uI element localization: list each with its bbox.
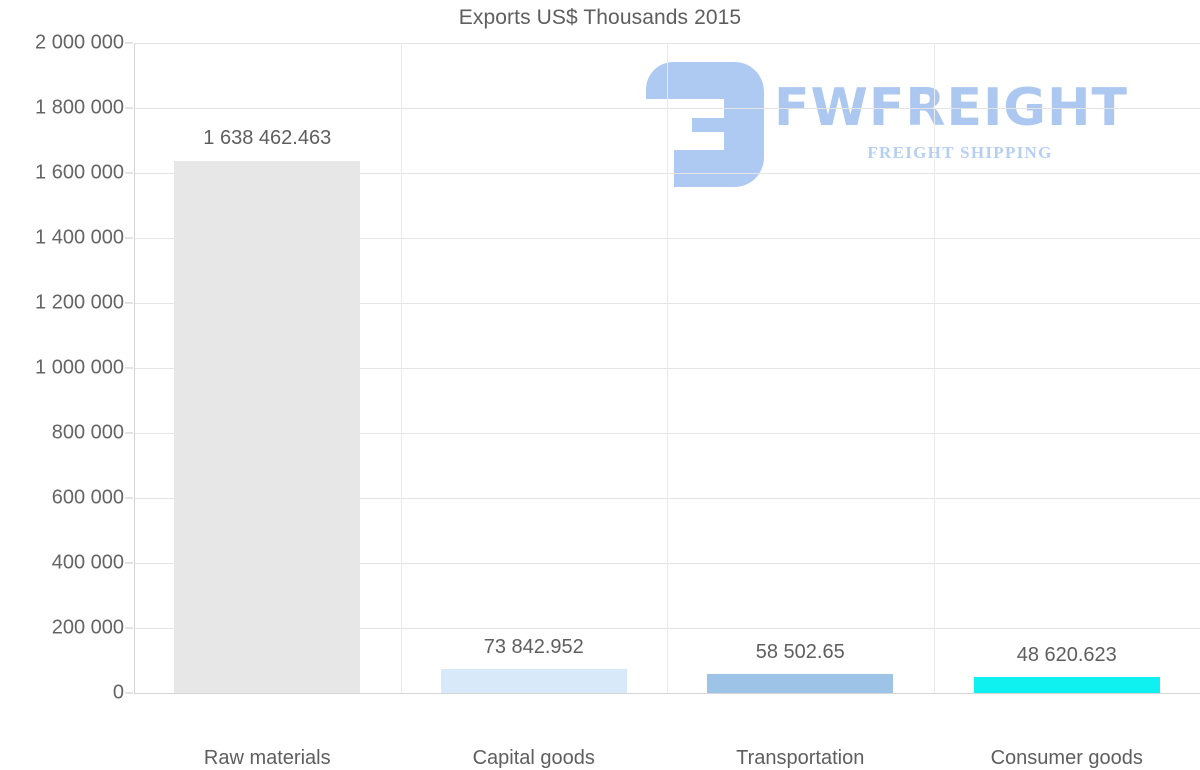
x-axis-tick-label: Raw materials [203, 747, 331, 769]
plot-area: 2 000 000 1 800 000 1 600 000 1 400 000 1 20… [35, 32, 1200, 769]
y-axis-tick-label: 1 200 000 [35, 291, 124, 314]
y-axis-tick-label: 2 000 000 [35, 31, 124, 54]
y-axis-tick-mark [125, 107, 133, 109]
y-axis-tick-label: 0 [112, 681, 124, 704]
y-axis-tick-label: 400 000 [51, 551, 124, 574]
bar[interactable] [440, 669, 627, 693]
bar-value-label: 73 842.952 [483, 636, 584, 658]
y-axis-tick-mark [125, 237, 133, 239]
y-axis-tick-mark [125, 172, 133, 174]
y-axis-tick-mark [125, 692, 133, 694]
x-axis-tick-label: Consumer goods [990, 747, 1143, 769]
y-axis-tick-label: 800 000 [51, 421, 124, 444]
y-axis-tick-label: 1 600 000 [35, 161, 124, 184]
x-axis-tick-label: Transportation [736, 747, 865, 769]
y-axis-tick-label: 1 400 000 [35, 226, 124, 249]
y-axis-tick-mark [125, 562, 133, 564]
y-axis-tick-label: 1 000 000 [35, 356, 124, 379]
bar[interactable] [707, 674, 894, 693]
y-axis-tick-mark [125, 367, 133, 369]
bar[interactable] [973, 677, 1160, 693]
y-axis-tick-mark [125, 627, 133, 629]
bar-value-label: 1 638 462.463 [203, 127, 332, 150]
bar-value-label: 58 502.65 [755, 640, 845, 663]
x-axis-tick-label: Capital goods [472, 747, 595, 769]
category-separator [667, 43, 668, 693]
category-separator [401, 43, 402, 693]
y-axis-tick-mark [125, 497, 133, 499]
bar-value-label: 48 620.623 [1016, 644, 1117, 667]
y-axis-tick-label: 200 000 [51, 616, 124, 639]
y-axis-tick-mark [125, 302, 133, 304]
y-axis-tick-mark [125, 432, 133, 434]
chart-title: Exports US$ Thousands 2015 [458, 6, 742, 29]
category-separator [934, 43, 935, 693]
y-axis-tick-label: 600 000 [51, 486, 124, 509]
gridline [134, 693, 1200, 694]
y-axis-line [134, 43, 135, 693]
y-axis-tick-mark [125, 42, 133, 44]
y-axis-tick-label: 1 800 000 [35, 96, 124, 119]
bar[interactable] [174, 160, 361, 693]
